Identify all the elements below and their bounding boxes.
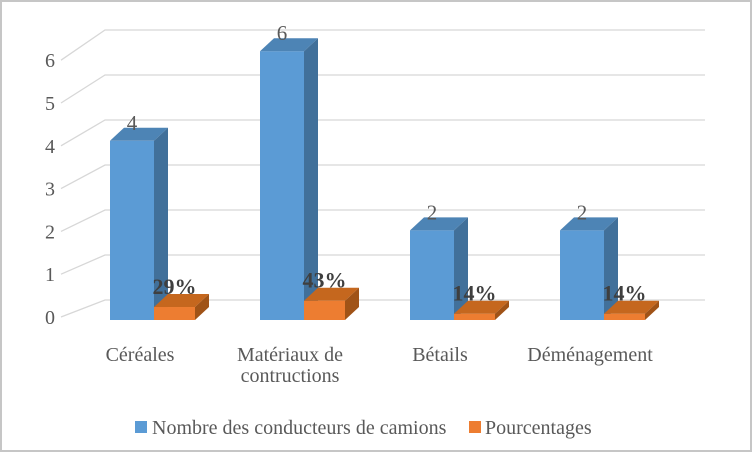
gridline-3: [60, 164, 705, 190]
gridline-1: [60, 254, 705, 275]
bar-series2-top-2: [454, 300, 509, 314]
bar-series2-side-1: [345, 287, 359, 320]
bar-series2-side-3: [645, 300, 659, 320]
y-tick-label-2: 2: [45, 221, 55, 243]
category-label-0-line0: Céréales: [106, 344, 175, 366]
bar-series2-top-0: [154, 294, 209, 308]
gridline-2: [60, 209, 705, 232]
legend-label-series2: Pourcentages: [485, 417, 592, 439]
bar-series1-top-2: [410, 217, 468, 231]
bar-series1-side-2: [454, 217, 468, 320]
bars: [110, 38, 659, 320]
y-tick-label-6: 6: [45, 50, 55, 72]
category-label-2-line0: Bétails: [412, 344, 468, 366]
data-label-series2-3: 14%: [603, 281, 647, 306]
category-label-1-line1: contructions: [241, 365, 340, 387]
data-label-series2-1: 43%: [303, 268, 347, 293]
bar-series2-side-2: [495, 300, 509, 320]
category-label-3-line0: Déménagement: [527, 344, 653, 366]
bar-series1-side-0: [154, 127, 168, 320]
bar-series1-front-0: [110, 140, 154, 320]
bar-series2-side-0: [195, 294, 209, 320]
legend-swatch-series1: [135, 421, 147, 433]
legend-label-series1: Nombre des conducteurs de camions: [152, 417, 447, 439]
legend: Nombre des conducteurs de camions Pource…: [135, 417, 592, 439]
legend-swatch-series2: [469, 421, 481, 433]
y-tick-label-3: 3: [45, 179, 55, 201]
bar-series1-top-3: [560, 217, 618, 231]
gridline-5: [60, 74, 705, 104]
bar-series1-front-3: [560, 230, 604, 320]
bar-series1-front-1: [260, 51, 304, 320]
data-label-series1-1: 6: [277, 21, 288, 45]
data-labels: 4 29% 6 43% 2 14% 2 14%: [127, 21, 647, 306]
data-label-series2-0: 29%: [153, 274, 197, 299]
gridlines: [60, 29, 705, 318]
category-label-1-line0: Matériaux de: [237, 344, 343, 366]
y-tick-label-1: 1: [45, 264, 55, 286]
bar-series1-top-0: [110, 127, 168, 141]
gridline-0: [60, 299, 705, 318]
bar-series1-front-2: [410, 230, 454, 320]
bar-series2-top-3: [604, 300, 659, 314]
bar-series2-front-1: [304, 300, 345, 320]
bar-series1-side-1: [304, 38, 318, 320]
bar-series1-top-1: [260, 38, 318, 52]
bar-series2-front-2: [454, 313, 495, 320]
bar-series2-top-1: [304, 287, 359, 301]
data-label-series1-0: 4: [127, 111, 138, 135]
gridline-6: [60, 29, 705, 61]
data-label-series1-2: 2: [427, 200, 438, 224]
y-tick-label-5: 5: [45, 93, 55, 115]
y-tick-label-0: 0: [45, 307, 55, 329]
y-axis-tick-labels: 0 1 2 3 4 5 6: [45, 50, 55, 329]
data-label-series2-2: 14%: [453, 281, 497, 306]
bar-series2-front-0: [154, 307, 195, 320]
gridline-4: [60, 119, 705, 147]
y-tick-label-4: 4: [45, 136, 55, 158]
data-label-series1-3: 2: [577, 200, 588, 224]
bar-series2-front-3: [604, 313, 645, 320]
bar-series1-side-3: [604, 217, 618, 320]
